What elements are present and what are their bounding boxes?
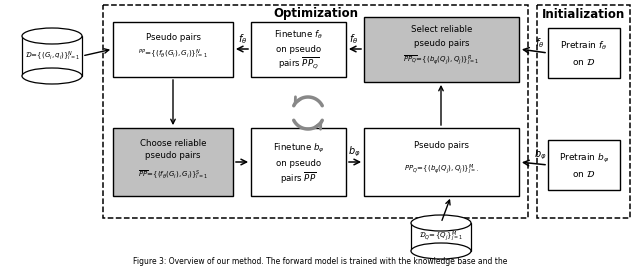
Text: Initialization: Initialization — [542, 8, 625, 21]
Text: $f_\theta$: $f_\theta$ — [535, 36, 545, 50]
Text: pseudo pairs: pseudo pairs — [145, 151, 201, 160]
Text: pairs $\overline{PP}$: pairs $\overline{PP}$ — [280, 170, 317, 185]
Text: Pretrain $b_\varphi$: Pretrain $b_\varphi$ — [559, 151, 609, 164]
Text: Finetune $f_\theta$: Finetune $f_\theta$ — [274, 29, 323, 41]
Text: $\mathcal{D}_Q\!=\!\{Q_j\}_{j=1}^M$: $\mathcal{D}_Q\!=\!\{Q_j\}_{j=1}^M$ — [419, 230, 463, 244]
FancyBboxPatch shape — [113, 128, 233, 196]
Text: Finetune $b_\varphi$: Finetune $b_\varphi$ — [273, 141, 324, 154]
Text: $\overline{PP}\!=\!\{(f_\theta(G_i),G_i)\}_{i=1}^S$: $\overline{PP}\!=\!\{(f_\theta(G_i),G_i)… — [138, 168, 208, 181]
FancyBboxPatch shape — [364, 17, 519, 82]
Text: Select reliable: Select reliable — [411, 25, 472, 35]
FancyBboxPatch shape — [548, 140, 620, 190]
Polygon shape — [411, 223, 471, 251]
Text: on $\mathcal{D}$: on $\mathcal{D}$ — [572, 57, 596, 67]
Text: on pseudo: on pseudo — [276, 45, 321, 53]
Text: Choose reliable: Choose reliable — [140, 139, 206, 147]
Text: Figure 3: Overview of our method. The forward model is trained with the knowledg: Figure 3: Overview of our method. The fo… — [133, 256, 507, 265]
Text: $\mathcal{D}\!=\!\{(G_i,q_i)\}_{i=1}^N$: $\mathcal{D}\!=\!\{(G_i,q_i)\}_{i=1}^N$ — [24, 49, 79, 63]
Ellipse shape — [411, 215, 471, 231]
Text: on pseudo: on pseudo — [276, 158, 321, 167]
FancyBboxPatch shape — [113, 22, 233, 77]
Text: Optimization: Optimization — [273, 8, 358, 21]
FancyBboxPatch shape — [548, 28, 620, 78]
Text: pairs $\overline{PP_Q}$: pairs $\overline{PP_Q}$ — [278, 55, 319, 71]
Text: on $\mathcal{D}$: on $\mathcal{D}$ — [572, 169, 596, 179]
Text: $f_\theta$: $f_\theta$ — [238, 32, 248, 46]
Polygon shape — [22, 36, 82, 76]
Text: $b_\varphi$: $b_\varphi$ — [348, 145, 360, 159]
Text: pseudo pairs: pseudo pairs — [413, 39, 469, 48]
Text: Pseudo pairs: Pseudo pairs — [145, 32, 200, 42]
Text: $PP_Q\!=\!\{(b_\varphi(Q_j),Q_j)\}_{j=\cdot}^M$: $PP_Q\!=\!\{(b_\varphi(Q_j),Q_j)\}_{j=\c… — [404, 163, 479, 177]
FancyBboxPatch shape — [251, 128, 346, 196]
Ellipse shape — [22, 28, 82, 44]
Text: Pretrain $f_\theta$: Pretrain $f_\theta$ — [560, 40, 608, 52]
Text: Pseudo pairs: Pseudo pairs — [414, 141, 469, 150]
Ellipse shape — [22, 68, 82, 84]
Text: $f_\theta$: $f_\theta$ — [349, 32, 358, 46]
Text: $\overline{PP_Q}\!=\!\{(b_\varphi(Q_j),Q_j)\}_{j=1}^R$: $\overline{PP_Q}\!=\!\{(b_\varphi(Q_j),Q… — [403, 54, 479, 68]
Ellipse shape — [411, 243, 471, 259]
Text: $^{PP}\!=\!\{(f_\theta(G_i),G_i)\}_{i=1}^N$: $^{PP}\!=\!\{(f_\theta(G_i),G_i)\}_{i=1}… — [138, 47, 208, 61]
FancyBboxPatch shape — [251, 22, 346, 77]
Text: $b_\varphi$: $b_\varphi$ — [534, 148, 547, 162]
FancyBboxPatch shape — [364, 128, 519, 196]
